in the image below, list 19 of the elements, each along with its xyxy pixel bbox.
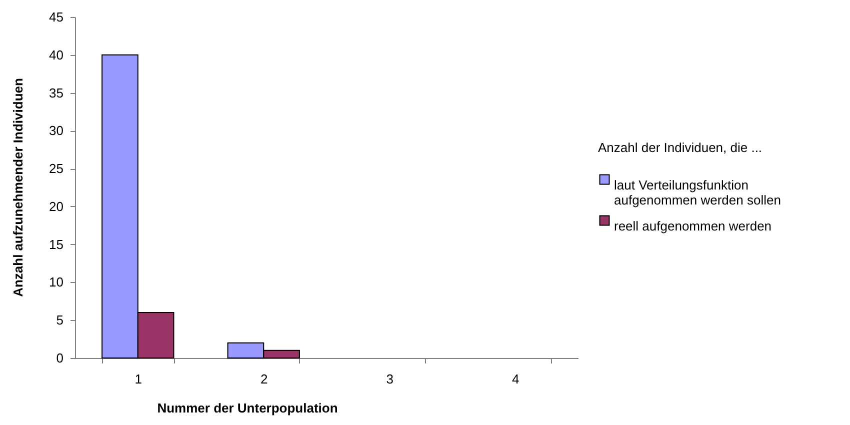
y-tick-label: 5	[56, 312, 64, 328]
legend-label: laut Verteilungsfunktion aufgenommen werden sollen	[614, 178, 781, 208]
x-tick-label: 2	[260, 372, 268, 386]
y-tick-label: 25	[49, 161, 64, 176]
y-tick-label: 45	[49, 10, 64, 24]
x-tick-label: 1	[134, 372, 142, 386]
y-tick-label: 20	[49, 198, 64, 214]
legend-title: Anzahl der Individuen, die ...	[598, 140, 762, 155]
y-axis-title: Anzahl aufzunehmender Individuen	[10, 78, 26, 297]
x-tick-label: 4	[512, 372, 520, 386]
y-tick-label: 30	[49, 123, 64, 138]
y-tick-label: 15	[49, 236, 64, 252]
y-tick-label: 10	[49, 274, 64, 290]
legend-label: reell aufgenommen werden	[614, 218, 772, 234]
y-tick-label: 35	[49, 85, 64, 100]
x-tick-label: 3	[386, 372, 394, 386]
y-tick-label: 40	[49, 47, 64, 62]
x-axis-title: Nummer der Unterpopulation	[157, 400, 338, 416]
y-tick-label: 0	[56, 350, 64, 366]
